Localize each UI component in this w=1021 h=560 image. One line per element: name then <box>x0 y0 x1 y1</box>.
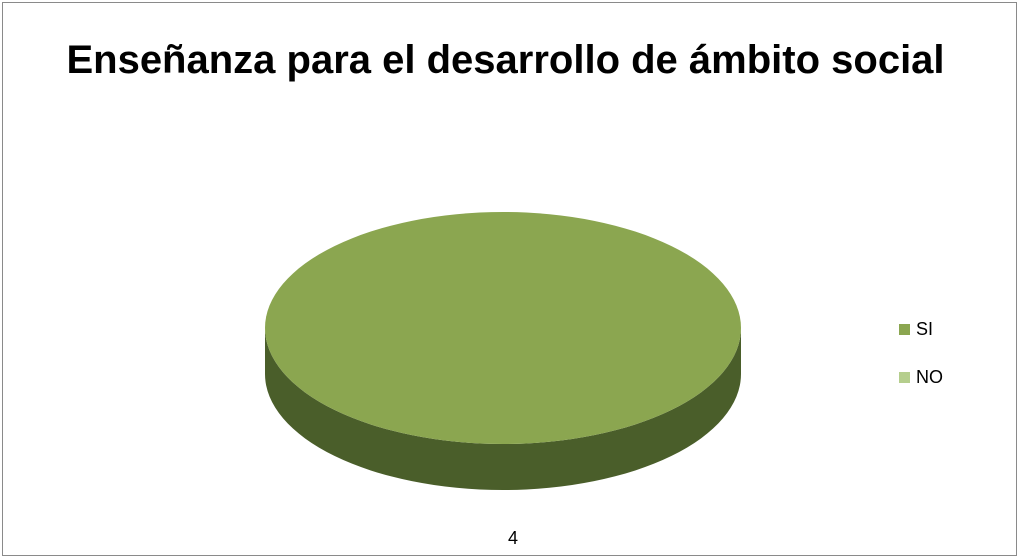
pie-slice-si-side <box>265 328 741 490</box>
legend-item-no: NO <box>899 367 943 388</box>
pie-chart <box>265 212 741 490</box>
data-label-si: 4 <box>507 528 518 548</box>
legend-item-si: SI <box>899 319 933 340</box>
legend-label-si: SI <box>916 319 934 339</box>
pie-slice-si <box>265 212 741 444</box>
chart-title: Enseñanza para el desarrollo de ámbito s… <box>66 38 945 82</box>
legend-swatch-si <box>899 324 910 335</box>
legend-swatch-no <box>899 372 910 383</box>
legend-label-no: NO <box>916 367 943 387</box>
